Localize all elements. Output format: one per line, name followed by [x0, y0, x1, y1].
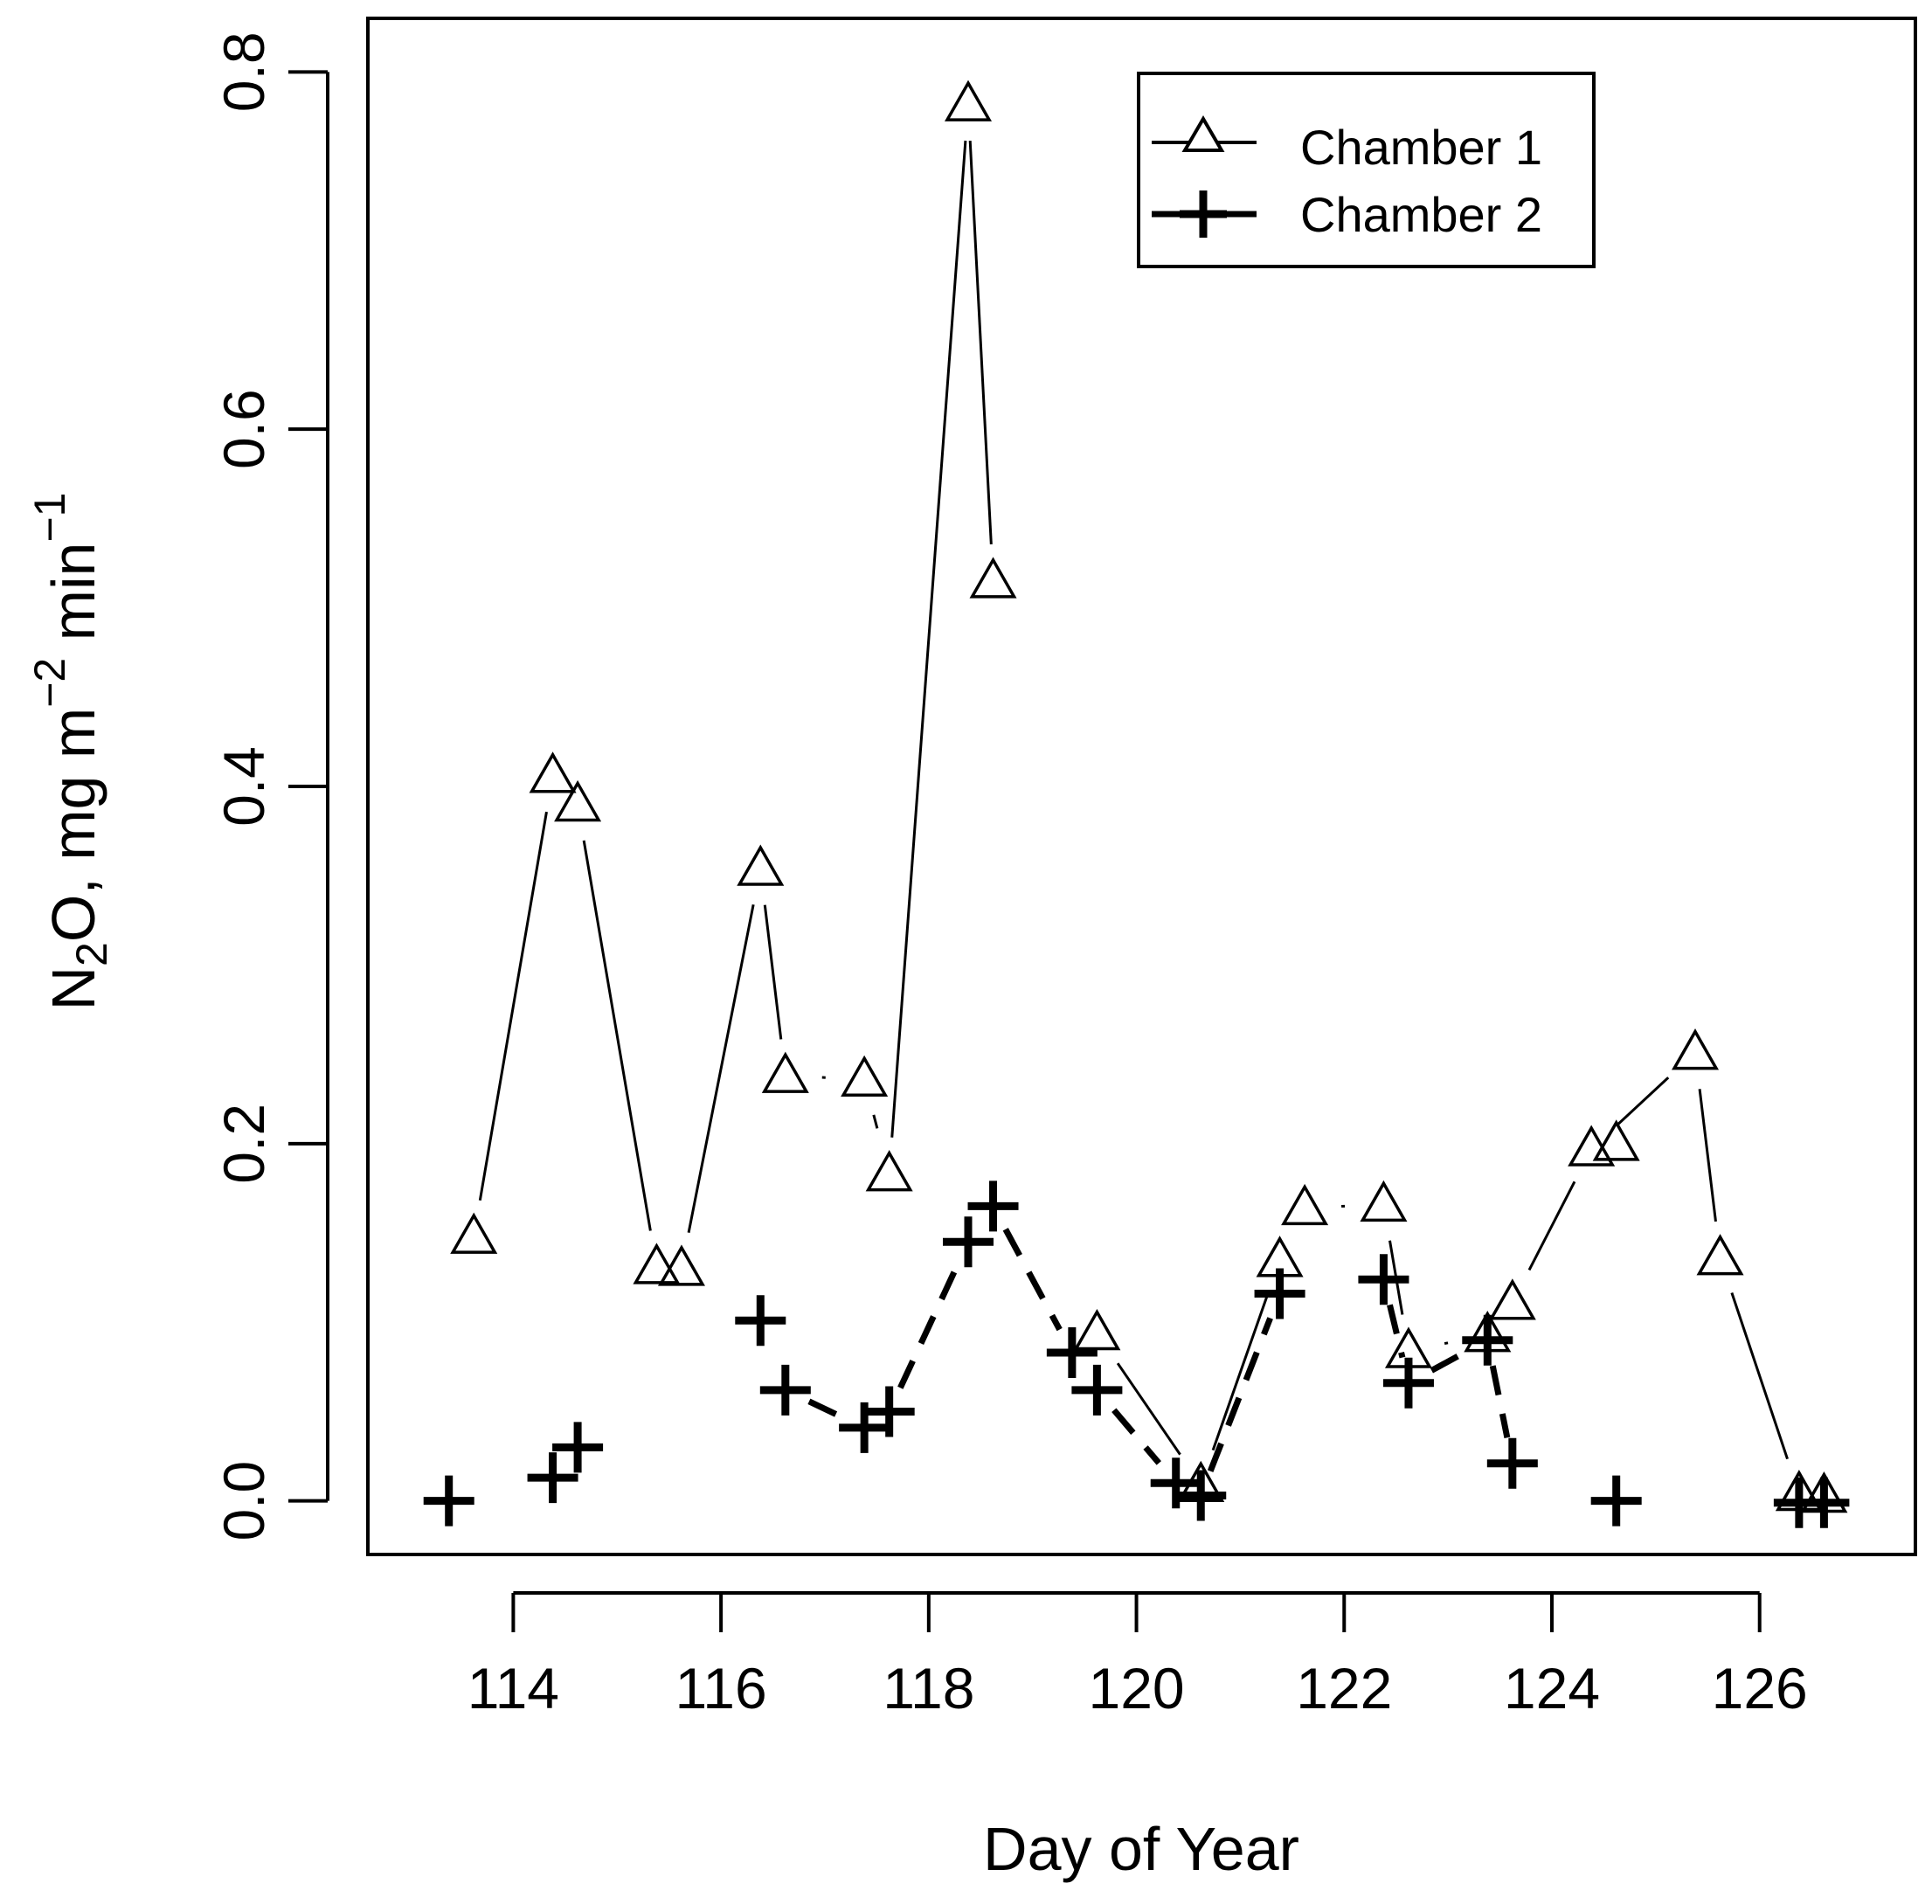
chamber-2-line-segment: [1207, 1317, 1273, 1472]
y-tick-label: 0.4: [211, 746, 276, 827]
chamber-1-line-segment: [1730, 1292, 1789, 1460]
chamber-1-line-segment: [763, 904, 783, 1040]
chamber-2-point: [1358, 1254, 1409, 1305]
y-tick-label: 0.0: [211, 1461, 276, 1541]
chamber-1-line-segment: [478, 811, 548, 1201]
chamber-2-point: [1486, 1437, 1538, 1489]
chamber-1-line-segment: [872, 1114, 882, 1139]
chamber-2-point: [1046, 1327, 1098, 1379]
chamber-1-line-segment: [582, 840, 652, 1231]
y-tick-label: 0.6: [211, 389, 276, 469]
chamber-1-line-segment: [1116, 1362, 1181, 1456]
y-tick-label: 0.2: [211, 1104, 276, 1184]
chamber-2-point: [1462, 1314, 1513, 1366]
chamber-2-point: [759, 1364, 811, 1416]
chamber-2-point: [967, 1180, 1019, 1232]
y-axis-title-mid: min: [39, 543, 107, 658]
chamber-1-line-segment: [687, 904, 755, 1234]
y-tick-label: 0.8: [211, 31, 276, 112]
chamber-2-point: [1590, 1475, 1642, 1527]
x-tick-label: 122: [1296, 1656, 1392, 1721]
chamber-1-line-segment: [1444, 1340, 1452, 1346]
chamber-2-line-segment: [1002, 1228, 1063, 1332]
legend-label-chamber-1: Chamber 1: [1300, 120, 1542, 175]
chamber-2-line-segment: [1111, 1408, 1161, 1465]
chamber-2-line-segment: [897, 1264, 960, 1389]
chamber-1-point: [633, 1243, 681, 1284]
chamber-2-line-segment: [1430, 1349, 1466, 1374]
plot-frame: [366, 17, 1917, 1556]
chamber-2-point: [1798, 1477, 1850, 1528]
x-tick-label: 116: [675, 1656, 767, 1721]
chamber-1-point: [657, 1244, 705, 1286]
chamber-1-point: [1672, 1028, 1720, 1070]
chamber-1-point: [1696, 1234, 1744, 1276]
chamber-1-point: [737, 844, 785, 886]
chamber-1-point: [969, 557, 1017, 599]
x-tick-label: 124: [1504, 1656, 1600, 1721]
chamber-2-point: [1175, 1470, 1227, 1521]
chamber-2-point: [735, 1295, 786, 1347]
legend-triangle-icon: [1181, 115, 1225, 152]
y-axis-title-sup1: −2: [25, 658, 74, 708]
chamber-2-point: [1382, 1357, 1434, 1409]
chamber-1-line-segment: [968, 140, 993, 545]
chamber-1-point: [841, 1055, 889, 1097]
legend-box: [1137, 72, 1596, 268]
chamber-1-point: [944, 80, 993, 121]
chamber-1-point: [554, 779, 602, 822]
x-tick-label: 126: [1712, 1656, 1808, 1721]
chamber-2-point: [863, 1386, 915, 1437]
chamber-2-line-segment: [1387, 1304, 1406, 1359]
chamber-1-line-segment: [1527, 1180, 1576, 1271]
series-lines: [478, 140, 1789, 1472]
chamber-1-point: [761, 1051, 809, 1093]
chamber-2-point: [1150, 1457, 1201, 1509]
chamber-1-line-segment: [1698, 1089, 1717, 1222]
y-axis-title: N2O, mg m−2 min−1: [25, 492, 116, 1010]
x-tick-label: 114: [467, 1656, 559, 1721]
y-axis: 0.0 0.2 0.4 0.6 0.8: [211, 31, 329, 1541]
chamber-2-point: [552, 1422, 604, 1473]
chamber-1-line-segment: [1617, 1077, 1670, 1125]
chamber-1-point: [1592, 1119, 1640, 1161]
chamber-2-line-segment: [1489, 1365, 1511, 1439]
x-axis-title: Day of Year: [983, 1815, 1299, 1883]
series-markers: [423, 80, 1850, 1528]
chamber-1-point: [529, 751, 577, 793]
chamber-1-point: [450, 1212, 498, 1254]
chamber-1-point: [865, 1150, 913, 1192]
chamber-1-point: [1488, 1278, 1536, 1320]
chamber-2-point: [527, 1452, 578, 1504]
chamber-2-line-segment: [807, 1398, 842, 1420]
chamber-1-line-segment: [1211, 1293, 1270, 1451]
chamber-1-line-segment: [890, 140, 967, 1138]
x-tick-label: 118: [883, 1656, 974, 1721]
chamber-2-point: [1254, 1268, 1305, 1319]
y-axis-title-main: O, mg m: [39, 708, 107, 942]
y-axis-title-subscript: 2: [67, 942, 116, 966]
x-axis: 114 116 118 120 122 124 126: [467, 1591, 1808, 1721]
y-axis-title-sup2: −1: [25, 492, 74, 542]
chamber-2-point: [943, 1216, 994, 1268]
legend: Chamber 1 Chamber 2: [1137, 72, 1596, 268]
x-tick-label: 120: [1088, 1656, 1184, 1721]
legend-label-chamber-2: Chamber 2: [1300, 187, 1542, 242]
y-axis-title-prefix: N: [39, 966, 107, 1011]
chamber-2-point: [1071, 1364, 1123, 1416]
chamber-1-point: [1360, 1180, 1408, 1222]
chamber-1-point: [1281, 1183, 1329, 1226]
chamber-2-point: [423, 1475, 474, 1527]
